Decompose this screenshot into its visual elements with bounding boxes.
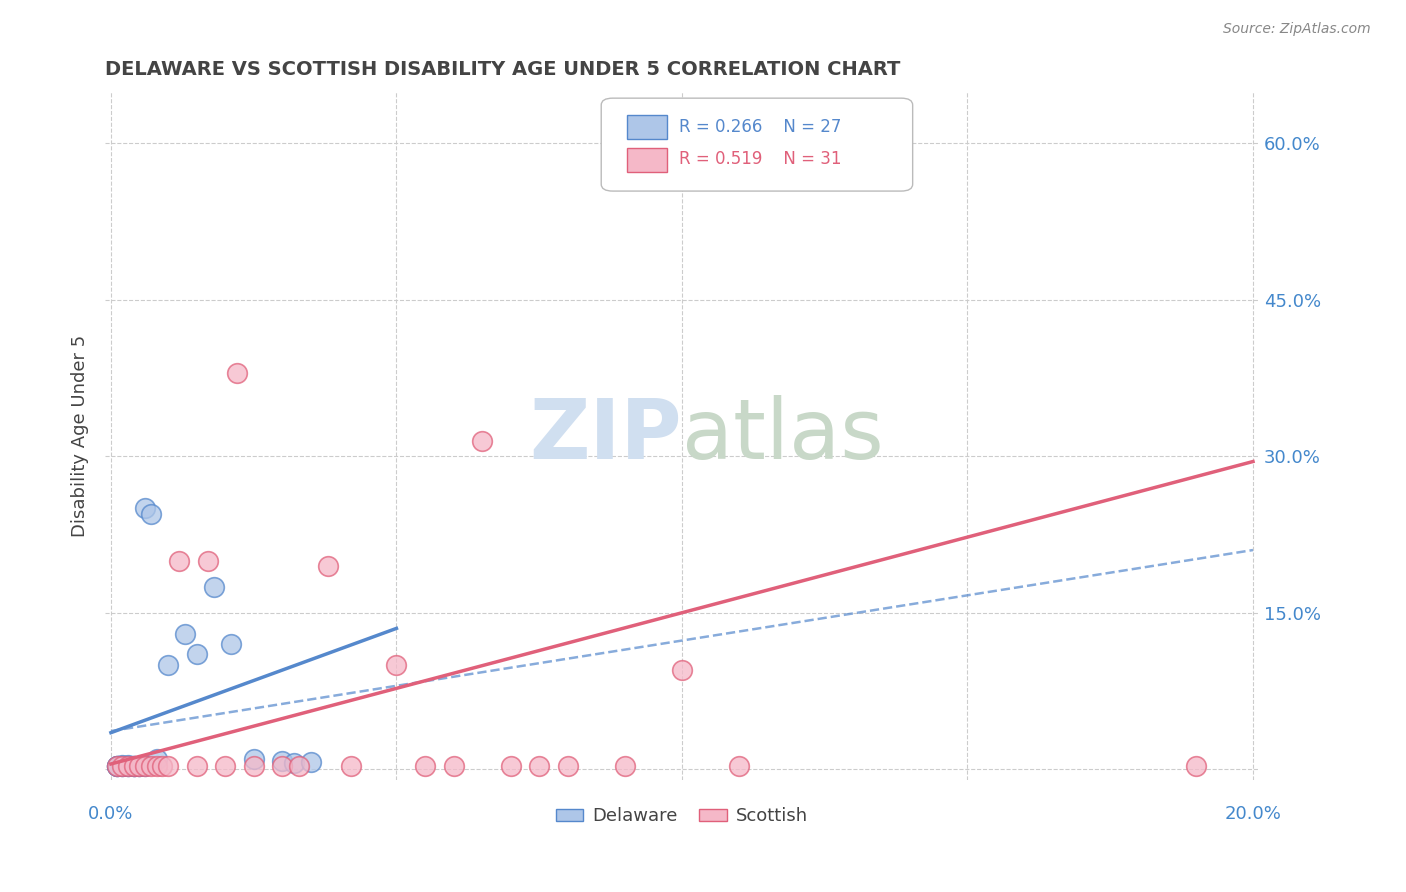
Point bbox=[111, 759, 134, 773]
Point bbox=[443, 759, 465, 773]
Point bbox=[299, 755, 322, 769]
Text: R = 0.266    N = 27: R = 0.266 N = 27 bbox=[679, 118, 841, 136]
Text: ZIP: ZIP bbox=[530, 395, 682, 476]
Text: R = 0.519    N = 31: R = 0.519 N = 31 bbox=[679, 151, 841, 169]
Point bbox=[471, 434, 494, 448]
Point bbox=[197, 553, 219, 567]
Point bbox=[105, 759, 128, 773]
Point bbox=[283, 756, 305, 770]
FancyBboxPatch shape bbox=[602, 98, 912, 191]
Point bbox=[105, 759, 128, 773]
Point bbox=[385, 657, 408, 672]
Point bbox=[557, 759, 579, 773]
Point bbox=[219, 637, 242, 651]
Point bbox=[117, 759, 139, 773]
Point bbox=[111, 759, 134, 773]
Point bbox=[186, 759, 208, 773]
Point bbox=[105, 759, 128, 773]
Point bbox=[316, 558, 339, 573]
Point bbox=[288, 759, 311, 773]
Text: atlas: atlas bbox=[682, 395, 884, 476]
Point bbox=[242, 752, 264, 766]
Point bbox=[174, 626, 197, 640]
Point bbox=[134, 501, 156, 516]
Bar bbox=[627, 115, 666, 139]
Y-axis label: Disability Age Under 5: Disability Age Under 5 bbox=[72, 334, 89, 537]
Point bbox=[728, 759, 751, 773]
Point bbox=[339, 759, 361, 773]
Point bbox=[186, 648, 208, 662]
Point bbox=[202, 580, 225, 594]
Point bbox=[117, 759, 139, 773]
Text: 20.0%: 20.0% bbox=[1225, 805, 1281, 823]
Point bbox=[105, 759, 128, 773]
Point bbox=[145, 759, 167, 773]
Point bbox=[117, 758, 139, 772]
Point bbox=[499, 759, 522, 773]
Point bbox=[271, 759, 294, 773]
Point bbox=[111, 759, 134, 773]
Point bbox=[529, 759, 551, 773]
Point bbox=[671, 663, 693, 677]
Point bbox=[1185, 759, 1208, 773]
Text: 0.0%: 0.0% bbox=[89, 805, 134, 823]
Point bbox=[111, 758, 134, 772]
Point bbox=[139, 759, 162, 773]
Point bbox=[139, 507, 162, 521]
Point bbox=[613, 759, 636, 773]
Text: Source: ZipAtlas.com: Source: ZipAtlas.com bbox=[1223, 22, 1371, 37]
Point bbox=[122, 759, 145, 773]
Point bbox=[122, 759, 145, 773]
Point bbox=[122, 759, 145, 773]
Point bbox=[157, 759, 180, 773]
Point bbox=[157, 657, 180, 672]
Point bbox=[169, 553, 191, 567]
Point bbox=[134, 759, 156, 773]
Point bbox=[134, 759, 156, 773]
Point bbox=[128, 759, 150, 773]
Text: DELAWARE VS SCOTTISH DISABILITY AGE UNDER 5 CORRELATION CHART: DELAWARE VS SCOTTISH DISABILITY AGE UNDE… bbox=[105, 60, 901, 78]
Point bbox=[128, 759, 150, 773]
Point bbox=[145, 752, 167, 766]
Point bbox=[214, 759, 236, 773]
Legend: Delaware, Scottish: Delaware, Scottish bbox=[550, 800, 815, 832]
Point bbox=[225, 366, 247, 380]
Point bbox=[271, 754, 294, 768]
Point bbox=[242, 759, 264, 773]
Point bbox=[150, 759, 173, 773]
Bar bbox=[627, 148, 666, 172]
Point bbox=[117, 759, 139, 773]
Point bbox=[413, 759, 436, 773]
Point bbox=[122, 759, 145, 773]
Point bbox=[128, 759, 150, 773]
